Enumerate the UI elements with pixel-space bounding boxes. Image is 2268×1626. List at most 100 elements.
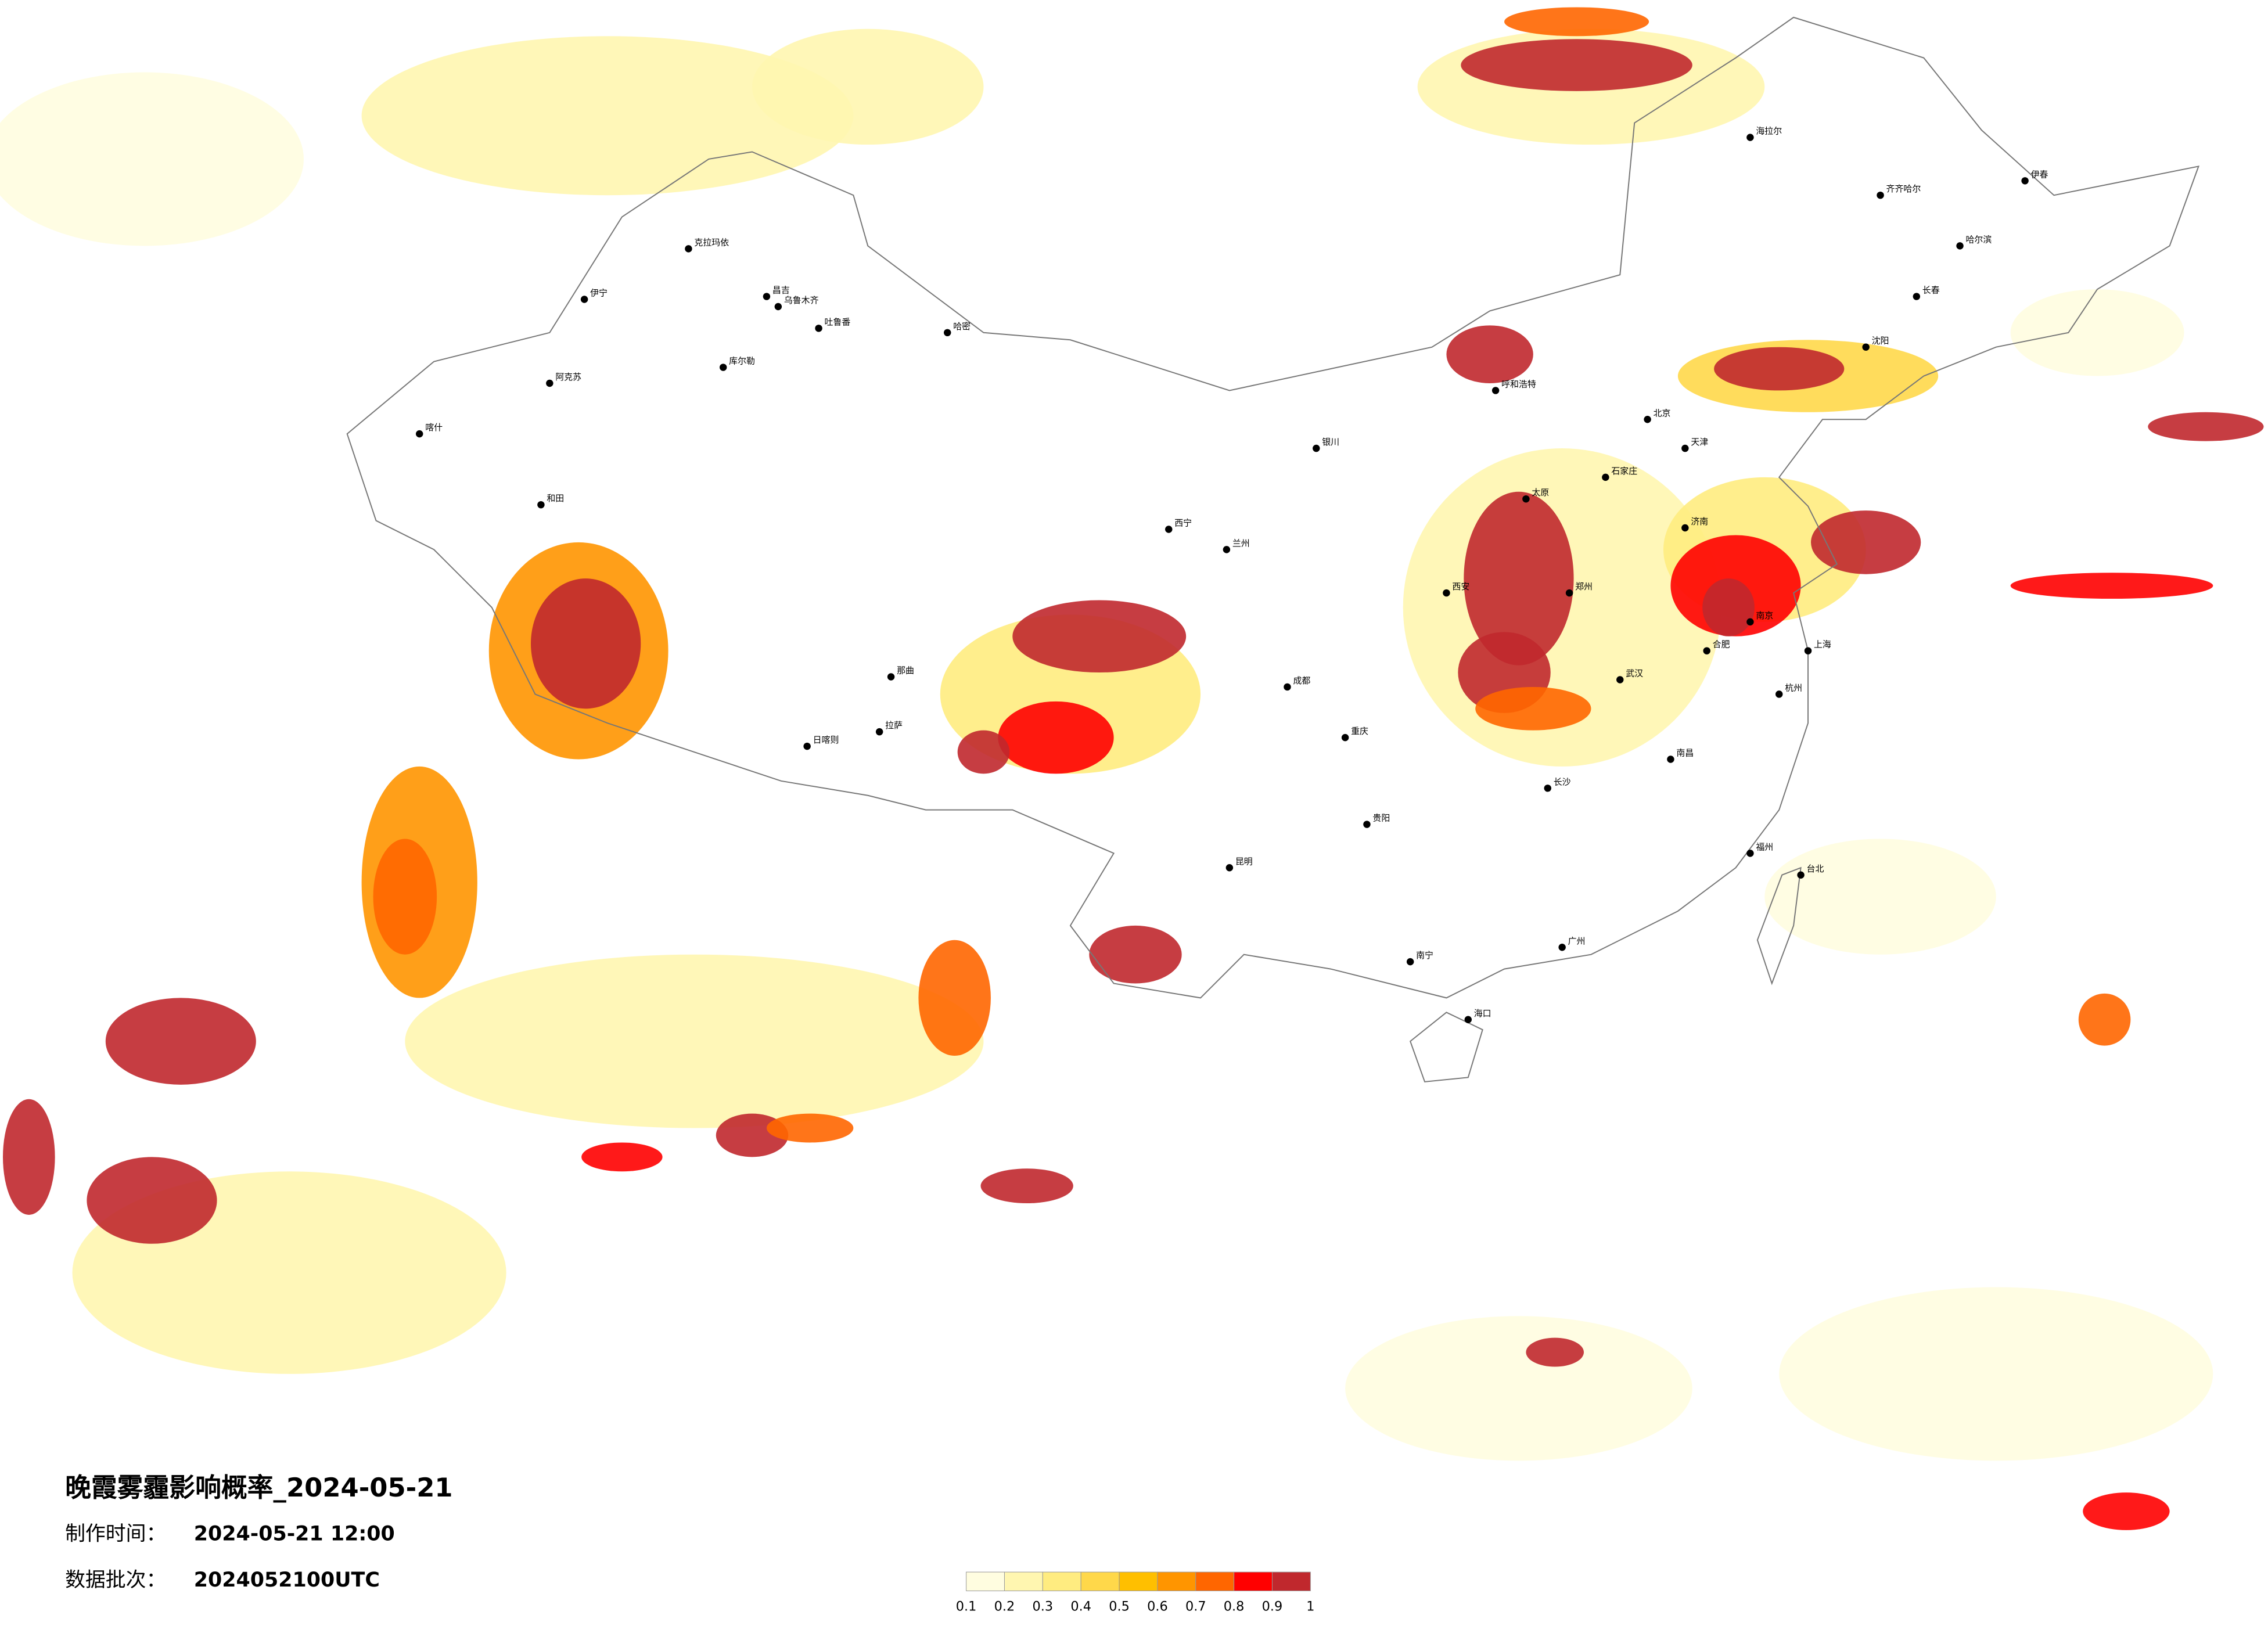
heat-area: [2083, 1492, 2170, 1530]
city-label: 武汉: [1626, 668, 1643, 679]
city-label: 伊春: [2031, 169, 2048, 179]
city-dot: [1491, 387, 1500, 394]
heat-area: [980, 1168, 1073, 1204]
city-dot: [1746, 134, 1754, 141]
heat-area: [405, 954, 984, 1128]
heat-area: [105, 998, 256, 1085]
city-dot: [1797, 871, 1805, 879]
city-label: 石家庄: [1611, 466, 1637, 476]
legend-swatch: [1271, 1571, 1311, 1591]
city-dot: [815, 325, 822, 332]
city-label: 拉萨: [885, 720, 903, 731]
info-value: 2024052100UTC: [194, 1569, 380, 1592]
legend-swatch: [1119, 1571, 1158, 1591]
color-legend: 0.1 0.2 0.3 0.4 0.5 0.6 0.7 0.8 0.9 1: [956, 1571, 1314, 1614]
city-label: 贵阳: [1372, 813, 1390, 823]
legend-tick-label: 1: [1306, 1599, 1314, 1614]
legend-tick-label: 0.8: [1224, 1599, 1245, 1614]
city-label: 日喀则: [813, 735, 839, 745]
heat-area: [1504, 7, 1649, 37]
legend-tick-label: 0.4: [1070, 1599, 1091, 1614]
city-dot: [1681, 524, 1689, 532]
city-label: 哈尔滨: [1965, 234, 1992, 244]
city-dot: [580, 296, 588, 303]
heat-area: [2010, 289, 2184, 376]
heat-layer: [0, 7, 2264, 1530]
city-label: 南京: [1756, 610, 1773, 621]
legend-swatch: [1080, 1571, 1120, 1591]
heat-area: [1702, 578, 1755, 636]
city-dot: [537, 501, 545, 509]
heat-area: [918, 940, 991, 1056]
heat-area: [752, 28, 984, 145]
city-dot: [415, 430, 423, 438]
heat-area: [998, 701, 1114, 774]
city-label: 吐鲁番: [825, 316, 851, 327]
city-label: 成都: [1293, 675, 1310, 686]
city-dot: [685, 245, 692, 253]
city-label: 呼和浩特: [1501, 379, 1536, 389]
city-dot: [887, 673, 895, 681]
city-dot: [1443, 589, 1450, 597]
city-label: 长沙: [1554, 776, 1571, 787]
city-label: 济南: [1691, 516, 1708, 527]
city-label: 北京: [1654, 408, 1671, 418]
hainan-outline: [1409, 1012, 1483, 1082]
heat-area: [766, 1113, 854, 1143]
city-dot: [944, 329, 951, 337]
city-dot: [1223, 546, 1231, 553]
heat-area: [1446, 325, 1533, 383]
city-label: 福州: [1756, 841, 1773, 852]
city-dot: [1804, 647, 1812, 654]
map-title: 晚霞雾霾影响概率_2024-05-21: [65, 1472, 453, 1503]
city-dot: [763, 293, 771, 300]
city-label: 齐齐哈尔: [1886, 184, 1921, 194]
city-label: 广州: [1568, 936, 1586, 946]
legend-tick-label: 0.7: [1185, 1599, 1206, 1614]
city-label: 喀什: [425, 422, 443, 433]
city-label: 阿克苏: [555, 372, 581, 382]
heat-area: [1012, 600, 1187, 673]
city-dot: [1363, 821, 1371, 828]
heat-area: [1714, 347, 1845, 391]
heat-area: [1811, 510, 1921, 574]
city-dot: [1406, 958, 1414, 966]
city-dot: [1956, 242, 1964, 250]
legend-tick-label: 0.9: [1262, 1599, 1283, 1614]
heat-area: [957, 730, 1010, 774]
info-label: 数据批次：: [65, 1569, 166, 1592]
city-dot: [1667, 756, 1674, 763]
city-label: 哈密: [953, 321, 971, 332]
heat-area: [87, 1157, 217, 1244]
city-label: 杭州: [1785, 682, 1802, 693]
heat-area: [530, 578, 641, 709]
heat-area: [2078, 993, 2131, 1046]
legend-tick-label: 0.6: [1147, 1599, 1168, 1614]
city-dot: [1746, 618, 1754, 626]
city-dot: [1544, 785, 1551, 792]
city-label: 伊宁: [590, 288, 608, 298]
city-dot: [1913, 293, 1921, 300]
city-dot: [1558, 944, 1566, 951]
city-dot: [1602, 473, 1609, 481]
city-dot: [1225, 864, 1234, 872]
heat-area: [1475, 686, 1591, 731]
city-dot: [546, 379, 553, 387]
city-dot: [1522, 495, 1530, 503]
city-dot: [1877, 191, 1884, 199]
city-label: 海口: [1474, 1008, 1491, 1019]
city-label: 海拉尔: [1756, 126, 1782, 136]
heat-area: [1345, 1316, 1692, 1461]
city-label: 长春: [1922, 285, 1940, 296]
city-label: 那曲: [897, 665, 914, 676]
city-label: 库尔勒: [729, 356, 755, 366]
city-label: 银川: [1322, 437, 1339, 447]
city-label: 太原: [1532, 487, 1549, 498]
city-dot: [1341, 733, 1349, 742]
china-outline: [346, 16, 2200, 999]
city-dot: [803, 742, 811, 750]
city-label: 西安: [1452, 581, 1469, 592]
heat-area: [1464, 491, 1574, 665]
